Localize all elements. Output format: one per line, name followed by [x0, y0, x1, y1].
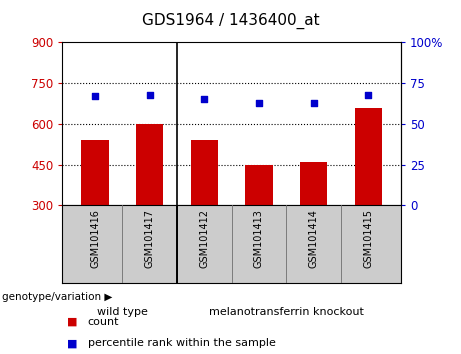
Text: GDS1964 / 1436400_at: GDS1964 / 1436400_at — [142, 12, 319, 29]
Text: GSM101413: GSM101413 — [254, 209, 264, 268]
Bar — [136, 124, 163, 205]
Bar — [81, 140, 109, 205]
Point — [91, 93, 99, 99]
Point — [146, 92, 154, 97]
Point — [255, 100, 263, 105]
Bar — [191, 140, 218, 205]
Text: count: count — [88, 317, 119, 327]
Text: percentile rank within the sample: percentile rank within the sample — [88, 338, 276, 348]
Bar — [300, 162, 327, 205]
Point — [310, 100, 317, 105]
Bar — [245, 165, 272, 205]
Point — [365, 92, 372, 97]
Bar — [355, 108, 382, 205]
Text: GSM101414: GSM101414 — [308, 209, 319, 268]
Text: melanotransferrin knockout: melanotransferrin knockout — [209, 307, 364, 316]
Text: genotype/variation ▶: genotype/variation ▶ — [2, 292, 112, 302]
Text: GSM101415: GSM101415 — [363, 209, 373, 268]
Text: ■: ■ — [67, 317, 77, 327]
Text: ■: ■ — [67, 338, 77, 348]
Text: wild type: wild type — [97, 307, 148, 316]
Text: GSM101417: GSM101417 — [145, 209, 155, 268]
Text: GSM101412: GSM101412 — [199, 209, 209, 268]
Point — [201, 97, 208, 102]
Text: GSM101416: GSM101416 — [90, 209, 100, 268]
